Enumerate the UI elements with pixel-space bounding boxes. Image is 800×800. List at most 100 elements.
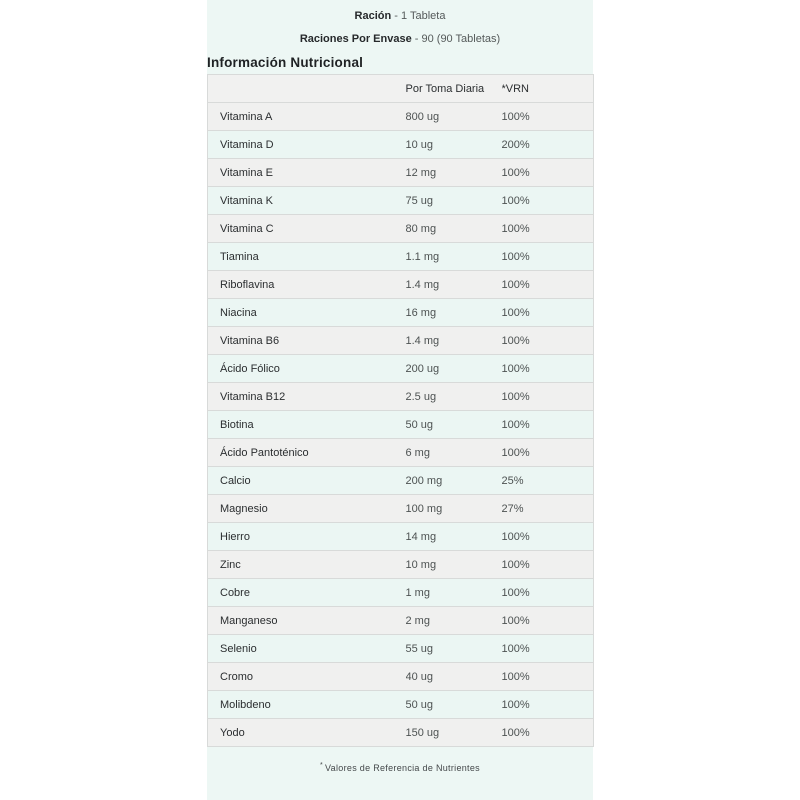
amount-column-header: Por Toma Diaria (405, 74, 502, 103)
footnote-asterisk: * (320, 762, 324, 769)
table-row: Yodo 150 ug 100% (207, 718, 594, 747)
amount-value: 200 mg (405, 466, 502, 495)
vrn-value: 100% (501, 326, 594, 355)
table-row: Manganeso 2 mg 100% (207, 606, 594, 635)
serving-size-label: Ración (354, 10, 392, 22)
nutrient-name: Cromo (207, 662, 406, 691)
nutrient-name: Selenio (207, 634, 406, 663)
vrn-value: 200% (501, 130, 594, 159)
amount-value: 14 mg (405, 522, 502, 551)
nutrient-name: Calcio (207, 466, 406, 495)
amount-value: 10 ug (405, 130, 502, 159)
nutrient-name: Tiamina (207, 242, 406, 271)
table-row: Cobre 1 mg 100% (207, 578, 594, 607)
vrn-value: 100% (501, 438, 594, 467)
nutrient-name: Vitamina K (207, 186, 406, 215)
amount-value: 55 ug (405, 634, 502, 663)
table-row: Vitamina C 80 mg 100% (207, 214, 594, 243)
table-row: Vitamina K 75 ug 100% (207, 186, 594, 215)
vrn-value: 100% (501, 214, 594, 243)
vrn-value: 100% (501, 158, 594, 187)
amount-value: 100 mg (405, 494, 502, 523)
amount-value: 40 ug (405, 662, 502, 691)
vrn-value: 100% (501, 382, 594, 411)
table-row: Calcio 200 mg 25% (207, 466, 594, 495)
amount-value: 2.5 ug (405, 382, 502, 411)
vrn-value: 100% (501, 522, 594, 551)
serving-size-line: Ración - 1 Tableta (207, 9, 593, 24)
amount-value: 50 ug (405, 410, 502, 439)
vrn-value: 100% (501, 718, 594, 747)
vrn-value: 100% (501, 102, 594, 131)
nutrient-name: Vitamina C (207, 214, 406, 243)
amount-value: 12 mg (405, 158, 502, 187)
vrn-value: 100% (501, 690, 594, 719)
vrn-value: 100% (501, 606, 594, 635)
vrn-value: 27% (501, 494, 594, 523)
vrn-value: 100% (501, 578, 594, 607)
amount-value: 150 ug (405, 718, 502, 747)
nutrient-name: Vitamina B6 (207, 326, 406, 355)
nutrient-name: Vitamina B12 (207, 382, 406, 411)
table-header-row: Por Toma Diaria *VRN (207, 74, 594, 103)
amount-value: 10 mg (405, 550, 502, 579)
table-row: Molibdeno 50 ug 100% (207, 690, 594, 719)
amount-value: 75 ug (405, 186, 502, 215)
vrn-value: 100% (501, 298, 594, 327)
vrn-value: 100% (501, 270, 594, 299)
nutrient-name: Hierro (207, 522, 406, 551)
table-row: Riboflavina 1.4 mg 100% (207, 270, 594, 299)
table-row: Vitamina E 12 mg 100% (207, 158, 594, 187)
amount-value: 50 ug (405, 690, 502, 719)
vrn-value: 100% (501, 354, 594, 383)
table-row: Zinc 10 mg 100% (207, 550, 594, 579)
amount-value: 2 mg (405, 606, 502, 635)
vrn-value: 100% (501, 410, 594, 439)
servings-per-container-value: - 90 (90 Tabletas) (414, 33, 501, 45)
nutrient-name: Ácido Fólico (207, 354, 406, 383)
table-row: Vitamina B6 1.4 mg 100% (207, 326, 594, 355)
serving-info: Ración - 1 Tableta Raciones Por Envase -… (207, 0, 593, 47)
vrn-column-header: *VRN (501, 74, 594, 103)
table-row: Ácido Fólico 200 ug 100% (207, 354, 594, 383)
amount-value: 6 mg (405, 438, 502, 467)
amount-value: 1.4 mg (405, 270, 502, 299)
table-row: Vitamina A 800 ug 100% (207, 102, 594, 131)
nutrient-name: Vitamina D (207, 130, 406, 159)
serving-size-value: - 1 Tableta (394, 10, 446, 22)
table-row: Hierro 14 mg 100% (207, 522, 594, 551)
nutrient-name: Biotina (207, 410, 406, 439)
servings-per-container-label: Raciones Por Envase (299, 33, 412, 45)
table-row: Tiamina 1.1 mg 100% (207, 242, 594, 271)
amount-value: 200 ug (405, 354, 502, 383)
vrn-value: 100% (501, 186, 594, 215)
amount-value: 1 mg (405, 578, 502, 607)
table-row: Magnesio 100 mg 27% (207, 494, 594, 523)
nutrition-panel: Ración - 1 Tableta Raciones Por Envase -… (207, 0, 594, 800)
footnote-text: Valores de Referencia de Nutrientes (325, 763, 480, 773)
nutrient-name: Riboflavina (207, 270, 406, 299)
nutrient-name: Vitamina E (207, 158, 406, 187)
vrn-value: 25% (501, 466, 594, 495)
nutrient-name: Vitamina A (207, 102, 406, 131)
table-row: Biotina 50 ug 100% (207, 410, 594, 439)
nutrient-name: Ácido Pantoténico (207, 438, 406, 467)
vrn-value: 100% (501, 242, 594, 271)
amount-value: 1.4 mg (405, 326, 502, 355)
amount-value: 1.1 mg (405, 242, 502, 271)
nutrient-name: Niacina (207, 298, 406, 327)
nutrient-name: Cobre (207, 578, 406, 607)
amount-value: 16 mg (405, 298, 502, 327)
vrn-value: 100% (501, 662, 594, 691)
nutrient-name: Molibdeno (207, 690, 406, 719)
table-row: Niacina 16 mg 100% (207, 298, 594, 327)
nutrient-name: Zinc (207, 550, 406, 579)
nutrient-column-header (207, 74, 406, 103)
section-title: Información Nutricional (207, 55, 364, 70)
vrn-footnote: * Valores de Referencia de Nutrientes (207, 762, 593, 773)
table-row: Selenio 55 ug 100% (207, 634, 594, 663)
table-row: Cromo 40 ug 100% (207, 662, 594, 691)
nutrient-name: Magnesio (207, 494, 406, 523)
vrn-value: 100% (501, 634, 594, 663)
